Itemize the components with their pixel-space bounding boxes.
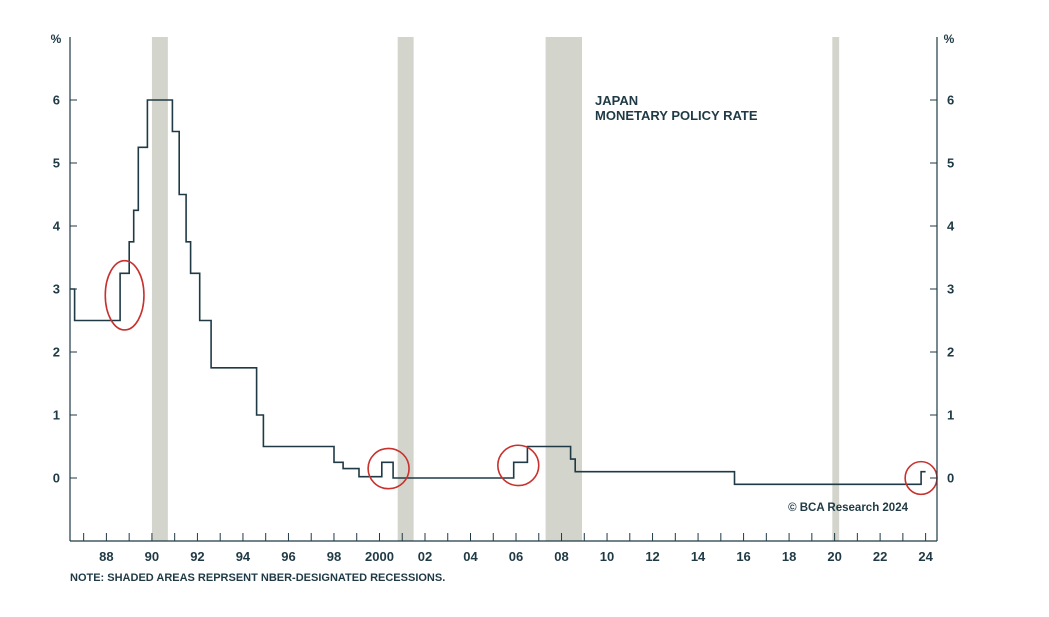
y-tick-label-right: 3 [947, 282, 954, 297]
y-tick-label-left: 6 [53, 93, 60, 108]
recession-shading [151, 37, 840, 541]
recession-band-0 [151, 37, 168, 541]
series-lines [70, 99, 926, 486]
x-tick-label: 88 [99, 549, 113, 564]
highlight-circles [104, 259, 938, 496]
recession-band-2 [545, 37, 583, 541]
x-tick-label: 98 [327, 549, 341, 564]
footnote: NOTE: SHADED AREAS REPRSENT NBER-DESIGNA… [70, 572, 445, 584]
x-tick-label: 14 [691, 549, 706, 564]
y-tick-label-right: 5 [947, 156, 954, 171]
y-tick-label-left: 0 [53, 471, 60, 486]
x-tick-label: 08 [554, 549, 568, 564]
y-tick-label-left: 4 [53, 219, 61, 234]
x-tick-label: 02 [418, 549, 432, 564]
highlight-circle-0 [104, 259, 145, 331]
y-tick-label-right: 6 [947, 93, 954, 108]
y-tick-label-left: 5 [53, 156, 60, 171]
y-tick-label-left: 1 [53, 408, 60, 423]
source-credit: © BCA Research 2024 [788, 502, 909, 514]
x-tick-label: 22 [873, 549, 887, 564]
x-tick-label: 24 [918, 549, 933, 564]
y-tick-label-right: 1 [947, 408, 954, 423]
chart-title-line-2: MONETARY POLICY RATE [595, 108, 758, 123]
highlight-circle-1 [367, 447, 410, 490]
recession-band-1 [397, 37, 414, 541]
highlight-circle-2 [497, 444, 540, 487]
x-tick-label: 12 [645, 549, 659, 564]
chart-title-line-1: JAPAN [595, 93, 638, 108]
y-tick-label-right: 0 [947, 471, 954, 486]
y-unit-left: % [51, 32, 62, 46]
y-tick-label-left: 2 [53, 345, 60, 360]
axes [69, 37, 938, 542]
x-tick-label: 90 [145, 549, 159, 564]
x-tick-label: 2000 [365, 549, 394, 564]
x-tick-label: 92 [190, 549, 204, 564]
x-tick-label: 16 [736, 549, 750, 564]
x-tick-label: 96 [281, 549, 295, 564]
y-tick-label-right: 2 [947, 345, 954, 360]
x-tick-label: 04 [463, 549, 478, 564]
x-tick-label: 18 [782, 549, 796, 564]
tick-labels: 0 01 12 23 34 45 56 688 90 92 94 96 98 2000 02 04 06 08 10… [53, 93, 955, 565]
x-tick-label: 20 [827, 549, 841, 564]
y-unit-right: % [944, 32, 955, 46]
series-line-0 [70, 99, 926, 486]
x-tick-label: 06 [509, 549, 523, 564]
y-tick-label-right: 4 [947, 219, 955, 234]
y-tick-label-left: 3 [53, 282, 60, 297]
x-tick-label: 10 [600, 549, 614, 564]
x-tick-label: 94 [236, 549, 251, 564]
recession-band-3 [832, 37, 840, 541]
